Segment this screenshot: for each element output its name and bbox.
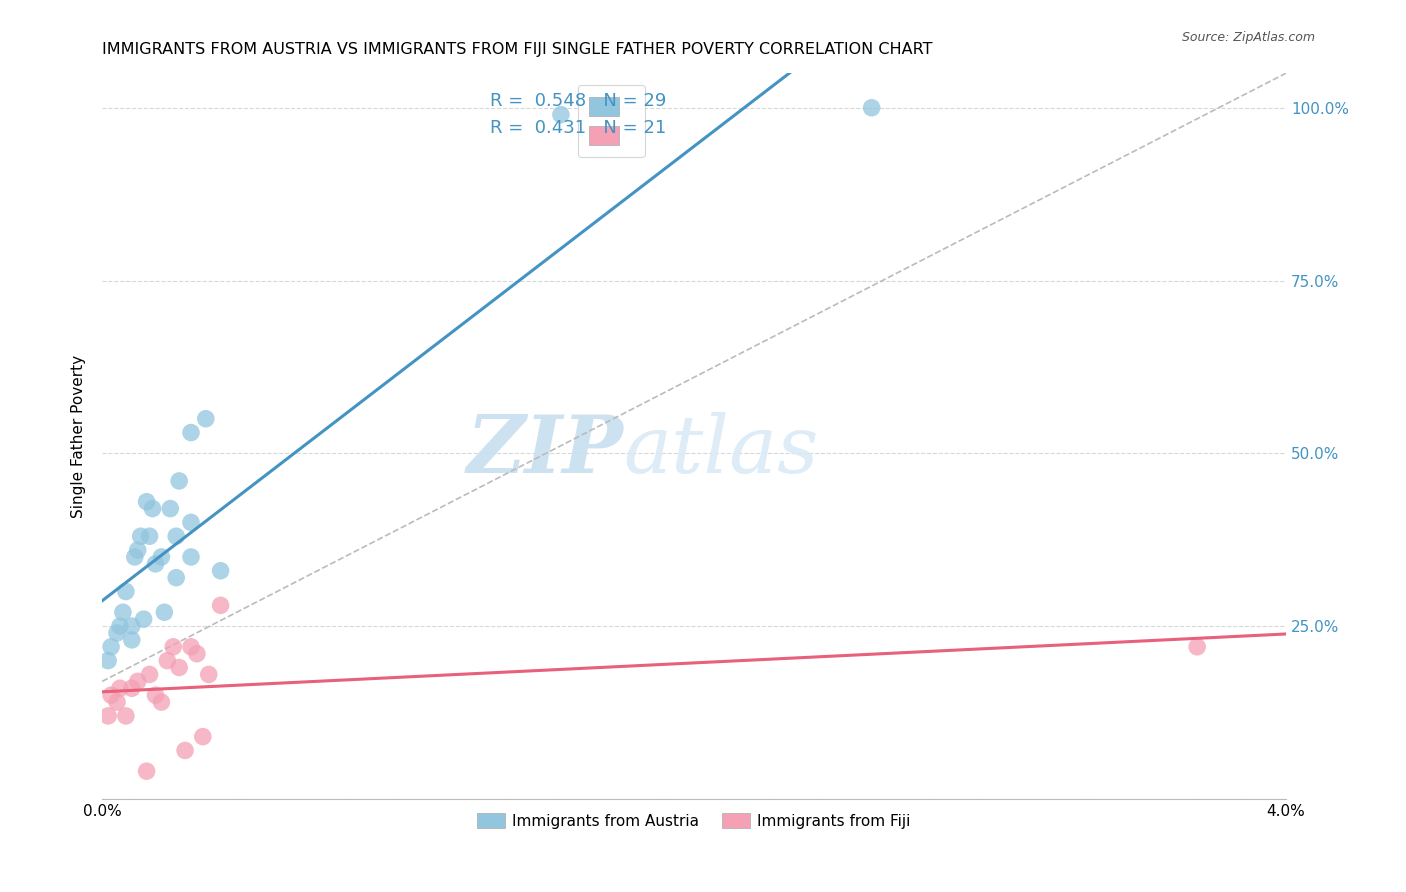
Point (174, 743, 197, 757)
Point (127, 543, 149, 558)
Text: ZIP: ZIP (467, 412, 623, 490)
Point (138, 667, 160, 681)
Text: R =  0.431   N = 21: R = 0.431 N = 21 (491, 120, 666, 137)
Point (105, 695, 128, 709)
Point (105, 626, 128, 640)
Point (115, 584, 138, 599)
Point (180, 640, 202, 654)
Point (100, 688, 122, 702)
Point (167, 474, 190, 488)
Point (115, 709, 138, 723)
Point (111, 605, 134, 619)
Point (153, 605, 176, 619)
Point (860, 101, 883, 115)
Point (165, 571, 187, 585)
Point (138, 529, 160, 543)
Point (108, 619, 131, 633)
Point (145, 557, 167, 571)
Text: IMMIGRANTS FROM AUSTRIA VS IMMIGRANTS FROM FIJI SINGLE FATHER POVERTY CORRELATIO: IMMIGRANTS FROM AUSTRIA VS IMMIGRANTS FR… (103, 42, 932, 57)
Point (209, 599, 232, 613)
Point (162, 640, 184, 654)
Point (121, 619, 143, 633)
Point (129, 529, 152, 543)
Point (191, 730, 214, 744)
Text: R =  0.548   N = 29: R = 0.548 N = 29 (491, 92, 666, 110)
Point (197, 667, 219, 681)
Point (156, 654, 179, 668)
Point (1185, 640, 1208, 654)
Point (121, 681, 143, 696)
Point (127, 674, 149, 689)
Point (180, 549, 202, 564)
Point (132, 612, 155, 626)
Point (186, 647, 208, 661)
Point (150, 695, 173, 709)
Point (209, 564, 232, 578)
Point (165, 529, 187, 543)
Point (108, 681, 131, 696)
Point (135, 764, 157, 779)
Point (97, 709, 120, 723)
Point (159, 501, 181, 516)
Text: Source: ZipAtlas.com: Source: ZipAtlas.com (1181, 31, 1315, 45)
Point (167, 660, 190, 674)
Point (97, 654, 120, 668)
Point (150, 549, 173, 564)
Text: atlas: atlas (623, 412, 818, 490)
Point (135, 494, 157, 508)
Point (180, 516, 202, 530)
Point (124, 549, 146, 564)
Point (121, 632, 143, 647)
Point (141, 501, 163, 516)
Legend: Immigrants from Austria, Immigrants from Fiji: Immigrants from Austria, Immigrants from… (471, 806, 917, 835)
Point (550, 108, 572, 122)
Point (100, 640, 122, 654)
Point (194, 411, 217, 425)
Point (180, 425, 202, 440)
Y-axis label: Single Father Poverty: Single Father Poverty (72, 354, 86, 517)
Point (145, 688, 167, 702)
